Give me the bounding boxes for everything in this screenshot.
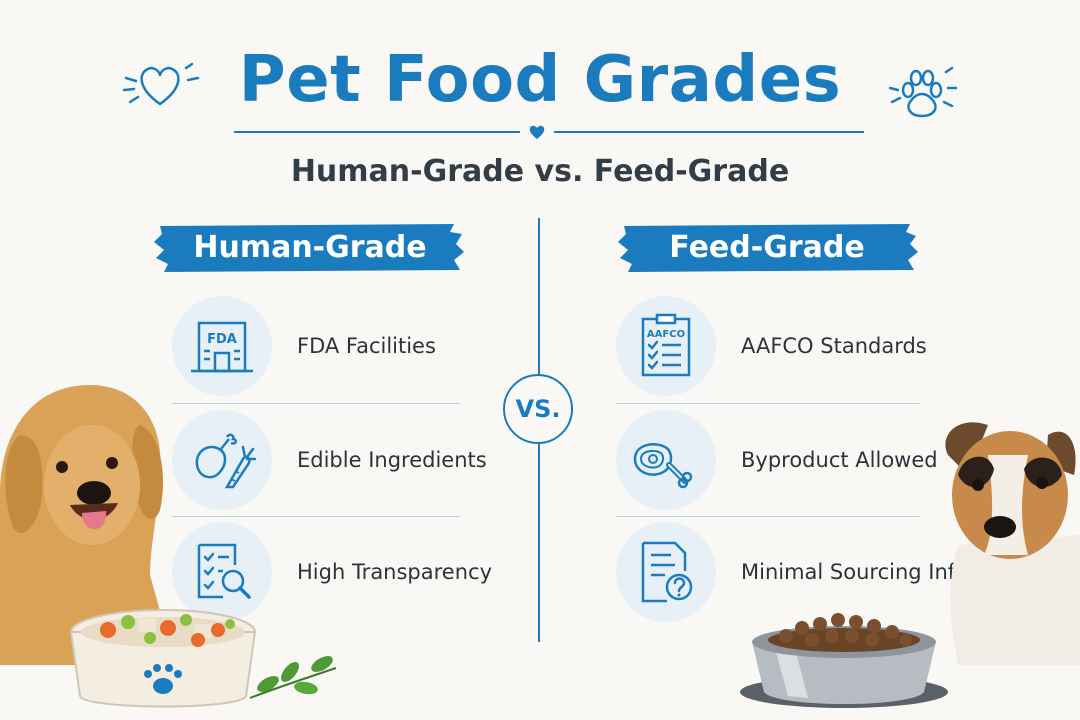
subtitle: Human-Grade vs. Feed-Grade	[290, 154, 790, 189]
fda-icon-text: FDA	[207, 332, 237, 347]
page-title: Pet Food Grades	[238, 43, 842, 117]
list-item-high-transparency: High Transparency	[172, 522, 492, 622]
checklist-magnifier-icon	[172, 522, 272, 622]
heart-doodle-icon	[122, 62, 200, 106]
item-label: AAFCO Standards	[741, 334, 927, 358]
list-item-aafco-standards: AAFCO AAFCO Standards	[616, 296, 946, 396]
bowl-paw-icon	[144, 664, 182, 694]
row-divider	[172, 516, 460, 517]
fda-building-icon: FDA	[172, 296, 272, 396]
human-grade-heading: Human-Grade	[193, 230, 427, 265]
row-divider	[616, 516, 920, 517]
human-grade-banner: Human-Grade	[154, 222, 466, 274]
title-rule-left	[234, 131, 520, 133]
row-divider	[616, 403, 920, 404]
paw-doodle-icon	[888, 66, 958, 118]
kibble-bowl-image	[740, 613, 948, 708]
item-label: Minimal Sourcing Info	[741, 560, 969, 584]
item-label: High Transparency	[297, 560, 493, 584]
document-question-icon	[616, 522, 716, 622]
list-item-byproduct-allowed: Byproduct Allowed	[616, 410, 946, 510]
meat-bone-icon	[616, 410, 716, 510]
list-item-fda-facilities: FDA FDA Facilities	[172, 296, 472, 396]
chicken-carrot-icon	[172, 410, 272, 510]
leaves-image	[249, 656, 337, 699]
terrier-dog-image	[945, 422, 1080, 665]
row-divider	[172, 403, 460, 404]
feed-grade-heading: Feed-Grade	[669, 230, 865, 265]
list-item-edible-ingredients: Edible Ingredients	[172, 410, 487, 510]
feed-grade-banner: Feed-Grade	[616, 222, 918, 274]
aafco-icon-text: AAFCO	[647, 329, 685, 340]
small-heart-icon	[529, 125, 545, 139]
vs-badge: VS.	[503, 374, 573, 444]
item-label: Edible Ingredients	[297, 448, 487, 472]
item-label: FDA Facilities	[297, 334, 436, 358]
human-food-bowl-image	[69, 609, 257, 708]
golden-retriever-image	[0, 385, 175, 665]
list-item-minimal-sourcing-info: Minimal Sourcing Info	[616, 522, 968, 622]
item-label: Byproduct Allowed	[741, 448, 938, 472]
title-rule-right	[554, 131, 864, 133]
clipboard-checklist-icon: AAFCO	[616, 296, 716, 396]
